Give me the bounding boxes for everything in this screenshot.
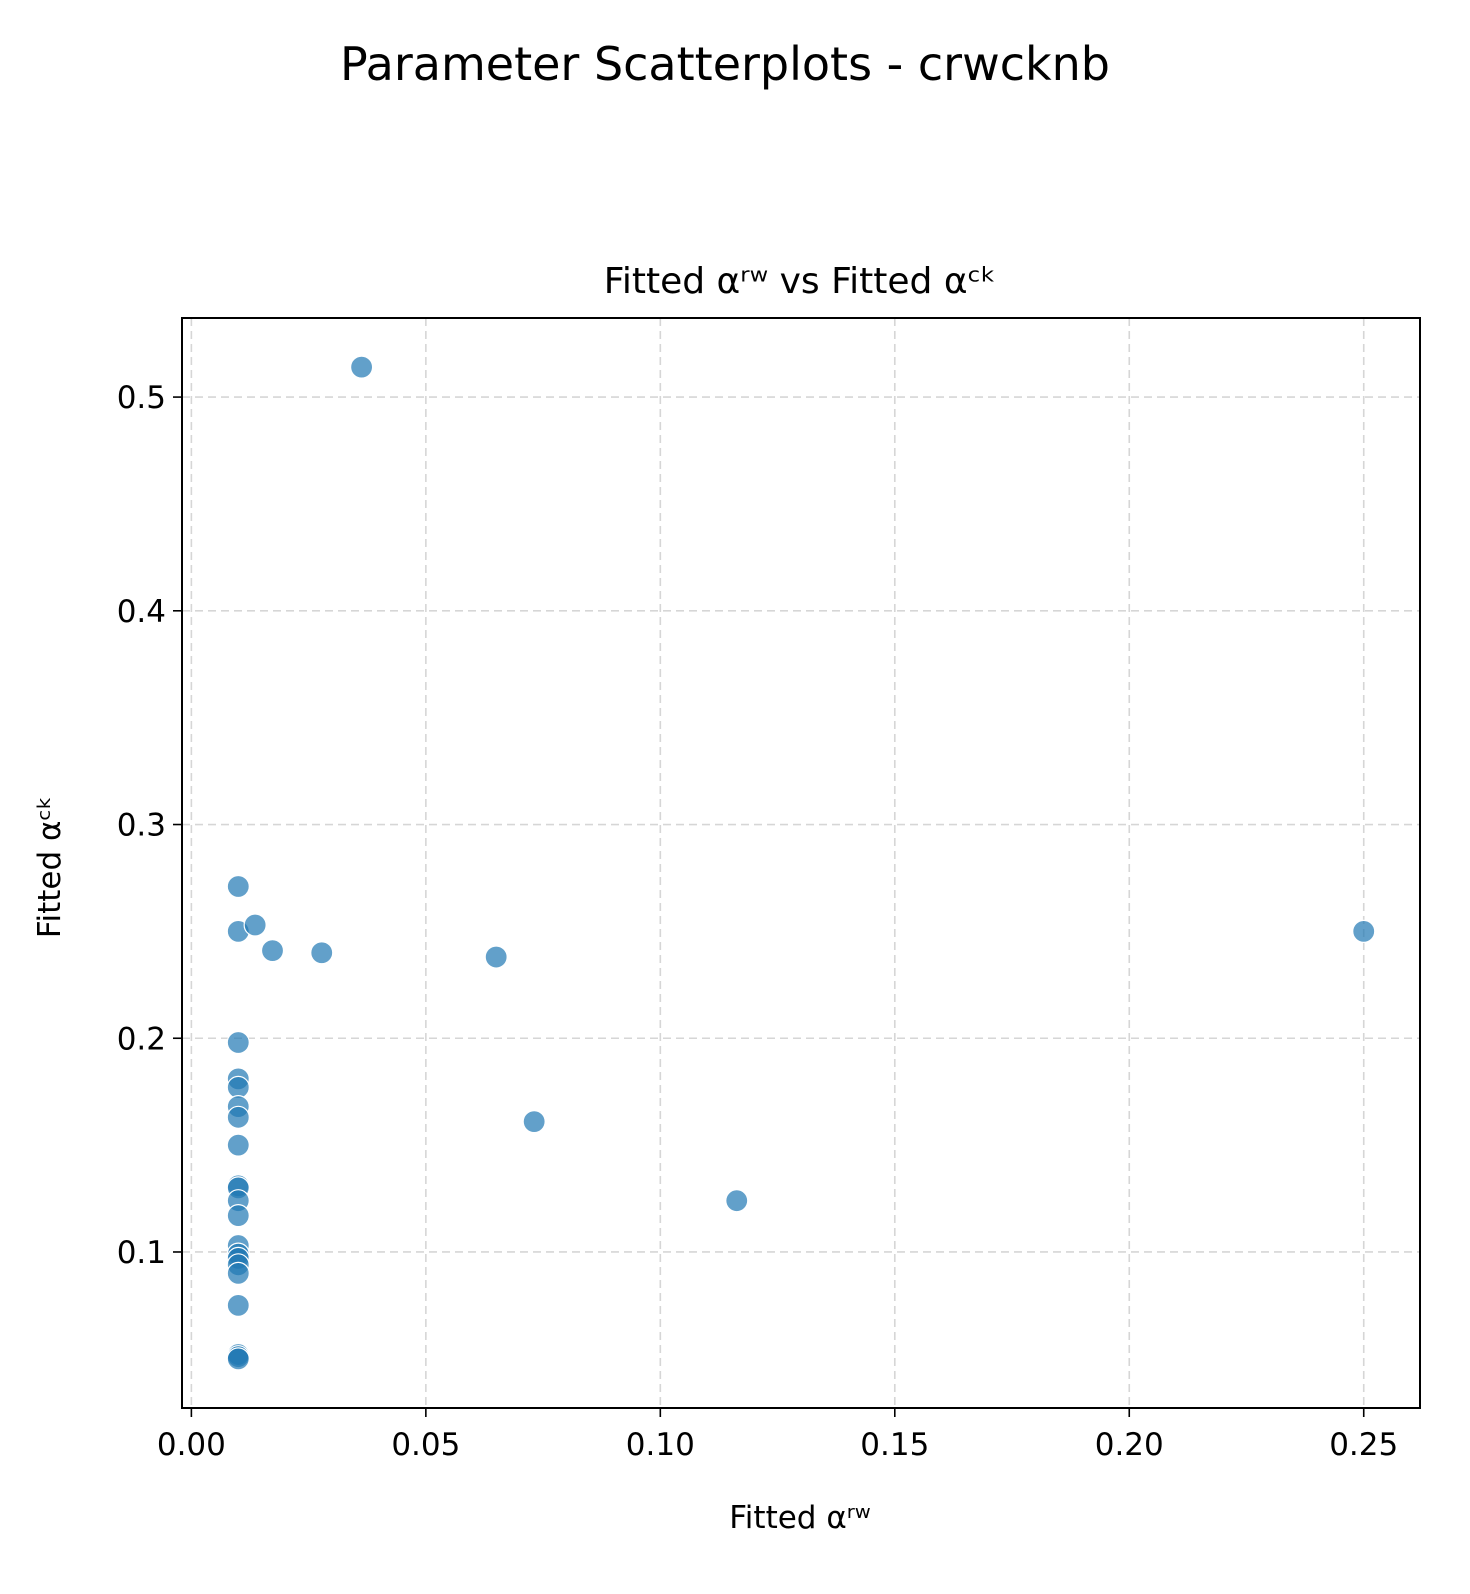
axis-ticks: 0.00 0.05 0.10 0.15 0.20 0.25 0.1 0.2 0.3 0.4 0.5 [117, 380, 1399, 1463]
x-tick-label: 0.10 [626, 1427, 695, 1463]
scatter-point [260, 939, 285, 963]
scatter-point [226, 1105, 250, 1129]
data-points [226, 355, 1376, 1371]
scatter-point [350, 355, 374, 379]
scatter-point [725, 1189, 749, 1213]
x-tick-label: 0.25 [1329, 1427, 1398, 1463]
plot-area-frame [181, 317, 1421, 1409]
figure-title: Parameter Scatterplots - crwcknb [340, 37, 1110, 91]
scatter-point [243, 913, 267, 937]
grid [182, 318, 1420, 1408]
scatter-point [226, 1293, 250, 1318]
scatter-point [226, 1347, 250, 1371]
y-tick-label: 0.3 [117, 808, 166, 844]
y-tick-label: 0.5 [117, 380, 166, 416]
scatter-point [310, 941, 334, 965]
chart-title: Fitted αʳʷ vs Fitted αᶜᵏ [604, 261, 996, 302]
x-axis-label: Fitted αʳʷ [729, 1500, 871, 1536]
scatter-point [226, 1030, 250, 1055]
x-tick-label: 0.15 [860, 1427, 929, 1463]
y-tick-label: 0.1 [117, 1235, 166, 1271]
x-tick-label: 0.20 [1095, 1427, 1164, 1463]
scatter-point [484, 945, 508, 969]
scatter-point [226, 874, 250, 899]
scatter-point [522, 1110, 546, 1134]
y-tick-label: 0.2 [117, 1021, 166, 1057]
x-tick-label: 0.00 [157, 1427, 226, 1463]
y-tick-label: 0.4 [117, 594, 166, 630]
scatter-point [1352, 919, 1376, 943]
scatter-point [226, 1204, 250, 1228]
scatter-point [226, 1133, 250, 1157]
x-tick-label: 0.05 [391, 1427, 460, 1463]
y-axis-label: Fitted αᶜᵏ [32, 796, 68, 938]
scatter-point [226, 1261, 250, 1285]
